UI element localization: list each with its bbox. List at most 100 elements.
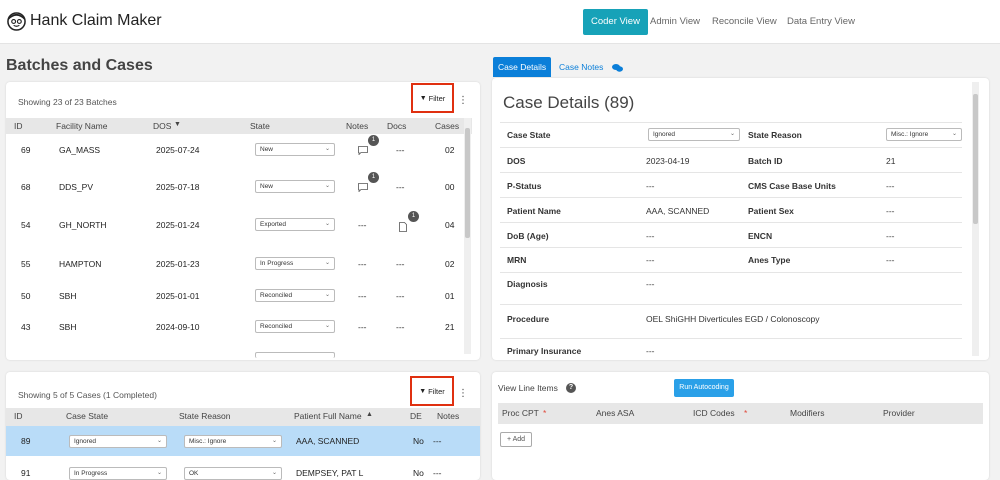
cases-menu-icon[interactable]: ⋮	[458, 388, 468, 399]
state-reason-select[interactable]: Misc.: Ignore ⌄	[184, 435, 282, 448]
row-cases: 02	[445, 145, 455, 155]
value-anes-type: ---	[886, 255, 895, 265]
state-select[interactable]: In Progress ⌄	[255, 257, 335, 270]
note-icon[interactable]	[358, 146, 368, 155]
col-id[interactable]: ID	[14, 411, 23, 421]
col-dos[interactable]: DOS	[153, 121, 172, 131]
row-docs: ---	[396, 291, 405, 301]
state-reason-select[interactable]: Misc.: Ignore ⌄	[886, 128, 962, 141]
col-cases[interactable]: Cases	[435, 121, 460, 131]
comments-icon	[612, 64, 623, 72]
nav-coder-view[interactable]: Coder View	[583, 9, 648, 35]
row-notes: ---	[358, 322, 367, 332]
detail-row: Case State Ignored ⌄ State Reason Misc.: …	[500, 122, 962, 147]
detail-row: DOS 2023-04-19 Batch ID 21	[500, 147, 962, 172]
chevron-down-icon: ⌄	[951, 131, 957, 137]
col-de[interactable]: DE	[410, 411, 422, 421]
label-patient-sex: Patient Sex	[748, 206, 794, 216]
tab-case-notes[interactable]: Case Notes	[559, 62, 604, 72]
detail-row: Diagnosis ---	[500, 272, 962, 302]
scrollbar-thumb[interactable]	[973, 94, 978, 224]
col-notes[interactable]: Notes	[437, 411, 460, 421]
case-state-select[interactable]: In Progress ⌄	[69, 467, 167, 480]
state-select-partial[interactable]	[255, 352, 335, 358]
col-modifiers: Modifiers	[790, 408, 825, 418]
case-state-select[interactable]: Ignored ⌄	[648, 128, 740, 141]
batches-filter-button[interactable]: ▼ Filter	[411, 83, 454, 113]
row-id: 43	[21, 322, 31, 332]
state-select[interactable]: Exported ⌄	[255, 218, 335, 231]
filter-label: Filter	[428, 93, 446, 103]
case-state-value: Ignored	[653, 131, 676, 138]
cases-filter-button[interactable]: ▼ Filter	[410, 376, 454, 406]
state-select[interactable]: New ⌄	[255, 180, 335, 193]
case-details-panel: Case Details (89) Case State Ignored ⌄ St…	[492, 78, 989, 360]
state-value: New	[260, 146, 274, 153]
row-notes: ---	[358, 220, 367, 230]
col-docs[interactable]: Docs	[387, 121, 407, 131]
state-select[interactable]: Reconciled ⌄	[255, 289, 335, 302]
col-case-state[interactable]: Case State	[66, 411, 109, 421]
col-state-reason[interactable]: State Reason	[179, 411, 231, 421]
document-icon[interactable]	[399, 222, 407, 232]
batches-scrollbar[interactable]	[464, 118, 471, 354]
row-docs: ---	[396, 145, 405, 155]
label-procedure: Procedure	[507, 314, 550, 324]
col-state[interactable]: State	[250, 121, 270, 131]
row-dos: 2025-07-18	[156, 182, 200, 192]
col-id[interactable]: ID	[14, 121, 23, 131]
state-select[interactable]: New ⌄	[255, 143, 335, 156]
chevron-down-icon: ⌄	[324, 260, 330, 266]
tab-case-details[interactable]: Case Details	[493, 57, 552, 77]
nav-reconcile-view[interactable]: Reconcile View	[712, 16, 777, 27]
table-row-selected[interactable]: 89 Ignored ⌄ Misc.: Ignore ⌄ AAA, SCANNED …	[6, 426, 480, 456]
details-scrollbar[interactable]	[972, 82, 979, 356]
detail-row: Procedure OEL ShiGHH Diverticules EGD / …	[500, 304, 962, 338]
add-line-item-button[interactable]: + Add	[500, 432, 532, 447]
cases-table-header: ID Case State State Reason Patient Full …	[6, 408, 480, 426]
row-id: 55	[21, 259, 31, 269]
line-items-title: View Line Items	[498, 383, 558, 393]
row-cases: 01	[445, 291, 455, 301]
help-icon[interactable]: ?	[566, 383, 576, 393]
page-heading: Batches and Cases	[6, 57, 153, 74]
filter-icon: ▼	[419, 94, 427, 102]
chevron-down-icon: ⌄	[271, 470, 277, 476]
detail-row: MRN --- Anes Type ---	[500, 247, 962, 272]
line-items-header: Proc CPT * Anes ASA ICD Codes * Modifier…	[498, 403, 983, 424]
detail-row: Primary Insurance ---	[500, 338, 962, 360]
chevron-down-icon: ⌄	[324, 292, 330, 298]
value-patient-name: AAA, SCANNED	[646, 206, 710, 216]
detail-row: P-Status --- CMS Case Base Units ---	[500, 172, 962, 197]
sort-asc-icon: ▲	[366, 411, 373, 418]
row-notes: ---	[433, 436, 442, 446]
state-value: Reconciled	[260, 292, 293, 299]
col-facility[interactable]: Facility Name	[56, 121, 108, 131]
run-autocoding-button[interactable]: Run Autocoding	[674, 379, 734, 397]
state-value: Reconciled	[260, 323, 293, 330]
scrollbar-thumb[interactable]	[465, 128, 470, 238]
batches-menu-icon[interactable]: ⋮	[458, 95, 468, 106]
case-state-select[interactable]: Ignored ⌄	[69, 435, 167, 448]
col-notes[interactable]: Notes	[346, 121, 369, 131]
state-value: In Progress	[74, 470, 108, 477]
row-id: 54	[21, 220, 31, 230]
note-icon[interactable]	[358, 183, 368, 192]
chevron-down-icon: ⌄	[324, 146, 330, 152]
row-docs: ---	[396, 182, 405, 192]
chevron-down-icon: ⌄	[324, 183, 330, 189]
nav-admin-view[interactable]: Admin View	[650, 16, 700, 27]
row-docs: ---	[396, 322, 405, 332]
state-select[interactable]: Reconciled ⌄	[255, 320, 335, 333]
cases-count: Showing 5 of 5 Cases (1 Completed)	[18, 390, 157, 400]
value-primary-insurance: ---	[646, 346, 655, 356]
line-items-panel: View Line Items ? Run Autocoding Proc CP…	[492, 372, 989, 480]
nav-data-entry-view[interactable]: Data Entry View	[787, 16, 855, 27]
col-patient-name[interactable]: Patient Full Name	[294, 411, 362, 421]
chevron-down-icon: ⌄	[156, 470, 162, 476]
reason-value: OK	[189, 470, 199, 477]
row-notes: ---	[433, 468, 442, 478]
row-dos: 2025-01-01	[156, 291, 200, 301]
label-primary-insurance: Primary Insurance	[507, 346, 582, 356]
state-reason-select[interactable]: OK ⌄	[184, 467, 282, 480]
